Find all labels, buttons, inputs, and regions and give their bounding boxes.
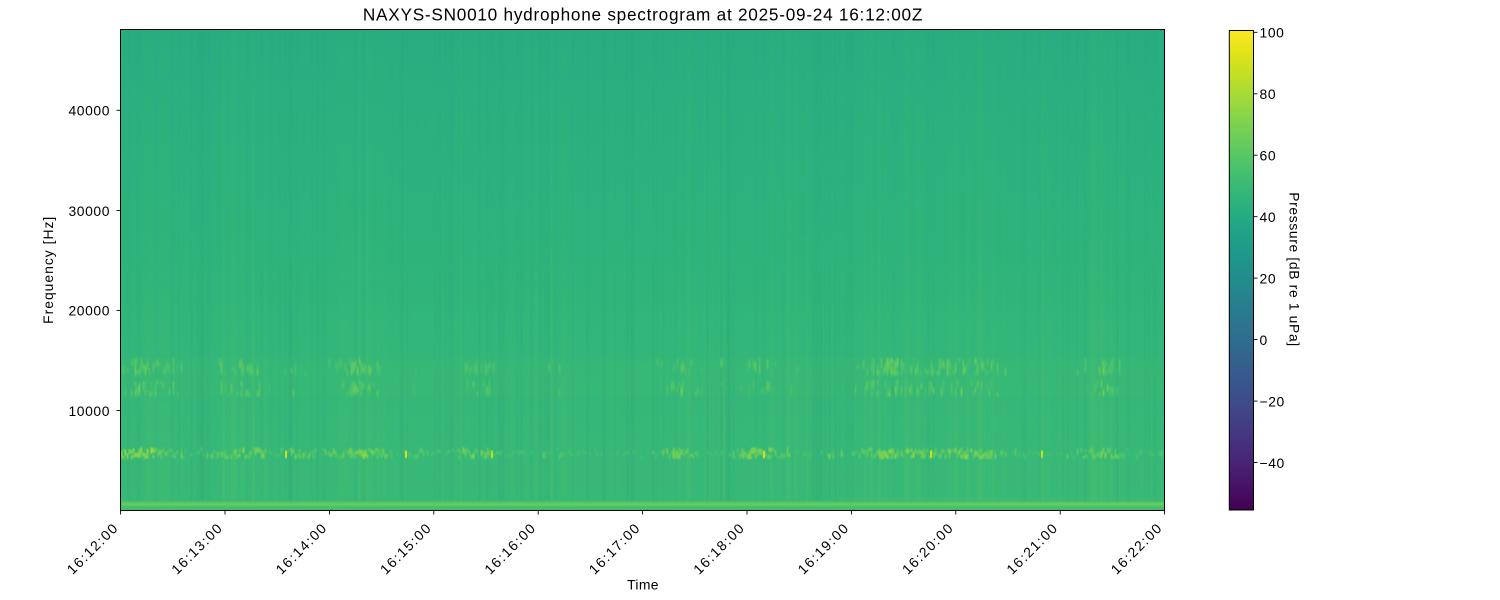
svg-text:16:15:00: 16:15:00 xyxy=(377,519,435,577)
svg-text:16:20:00: 16:20:00 xyxy=(899,519,957,577)
svg-text:16:13:00: 16:13:00 xyxy=(168,519,226,577)
svg-text:NAXYS-SN0010 hydrophone spectr: NAXYS-SN0010 hydrophone spectrogram at 2… xyxy=(363,5,923,25)
svg-text:0: 0 xyxy=(1260,332,1268,348)
svg-text:16:22:00: 16:22:00 xyxy=(1107,519,1165,577)
svg-text:16:19:00: 16:19:00 xyxy=(794,519,852,577)
svg-text:80: 80 xyxy=(1260,86,1277,102)
svg-text:16:21:00: 16:21:00 xyxy=(1003,519,1061,577)
svg-text:60: 60 xyxy=(1260,147,1277,163)
svg-text:16:12:00: 16:12:00 xyxy=(63,519,121,577)
svg-text:Frequency [Hz]: Frequency [Hz] xyxy=(40,216,56,324)
svg-text:16:16:00: 16:16:00 xyxy=(481,519,539,577)
svg-text:100: 100 xyxy=(1260,25,1285,41)
svg-text:40: 40 xyxy=(1260,209,1277,225)
svg-text:10000: 10000 xyxy=(68,403,110,419)
svg-text:Time: Time xyxy=(627,577,659,593)
svg-text:−40: −40 xyxy=(1260,455,1285,471)
svg-text:30000: 30000 xyxy=(68,203,110,219)
svg-text:Pressure [dB re 1 uPa]: Pressure [dB re 1 uPa] xyxy=(1286,192,1302,347)
svg-text:20: 20 xyxy=(1260,270,1277,286)
svg-text:40000: 40000 xyxy=(68,103,110,119)
svg-text:−20: −20 xyxy=(1260,393,1285,409)
svg-text:16:14:00: 16:14:00 xyxy=(272,519,330,577)
svg-text:16:17:00: 16:17:00 xyxy=(585,519,643,577)
svg-text:16:18:00: 16:18:00 xyxy=(690,519,748,577)
svg-text:20000: 20000 xyxy=(68,303,110,319)
